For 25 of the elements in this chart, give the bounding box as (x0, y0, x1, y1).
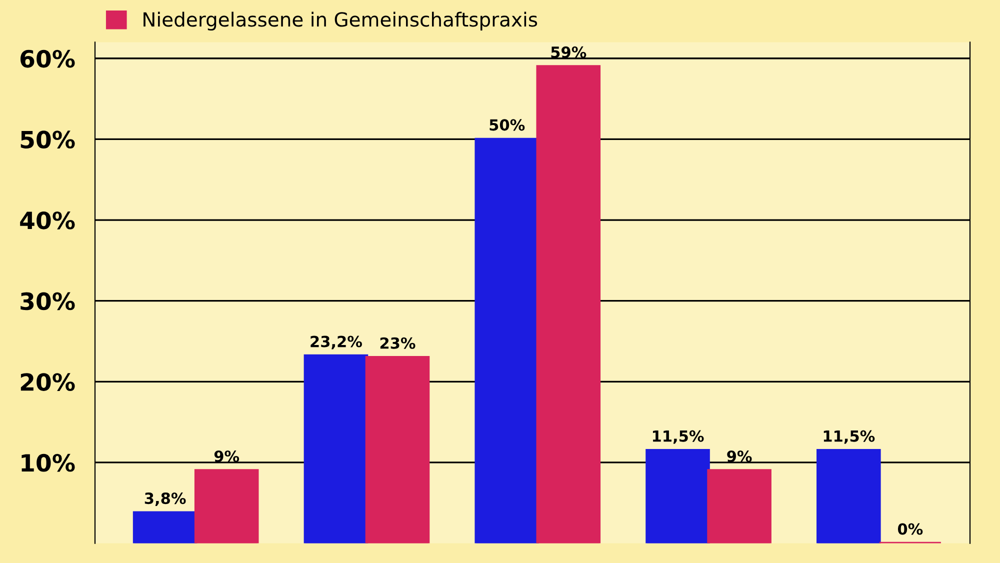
y-tick-label: 60% (20, 50, 75, 68)
data-label: 23% (380, 337, 416, 349)
y-tick-label: 20% (20, 373, 75, 391)
data-label: 9% (214, 450, 240, 462)
legend-label: Niedergelassene in Gemeinschaftspraxis (144, 12, 538, 31)
bar (707, 469, 772, 544)
bar (536, 65, 601, 544)
data-label: 59% (551, 46, 586, 58)
data-label: 3,8% (144, 492, 186, 506)
data-label: 0% (898, 523, 923, 535)
y-tick-label: 10% (22, 454, 75, 472)
y-tick-label: 50% (20, 130, 75, 149)
bar (194, 469, 259, 544)
bar (646, 448, 710, 544)
data-label: 11,5% (652, 430, 704, 444)
data-label: 9% (727, 450, 752, 462)
data-label: 50% (490, 119, 525, 131)
bar (365, 356, 430, 544)
bar (304, 354, 368, 544)
y-tick-label: 30% (20, 292, 75, 310)
bar (132, 511, 198, 544)
bar (816, 448, 881, 544)
data-label: 11,5% (824, 430, 875, 444)
data-label: 23,2% (310, 336, 362, 350)
y-tick-label: 40% (20, 211, 75, 230)
